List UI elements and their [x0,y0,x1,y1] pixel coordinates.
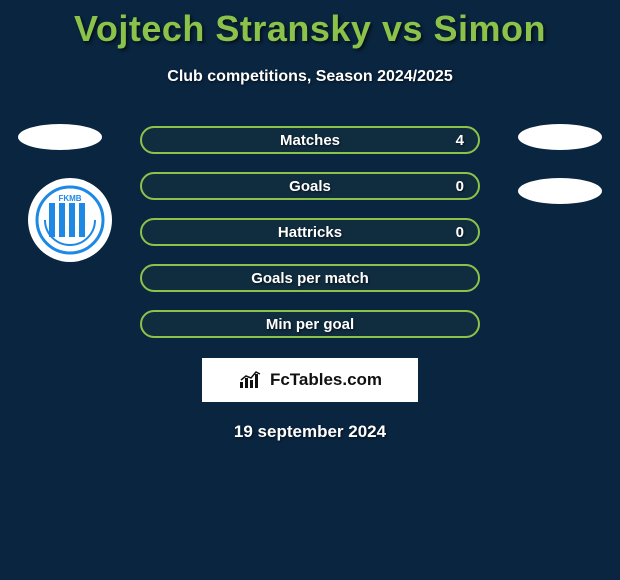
club-left-badge: FKMB [28,178,112,262]
stats-container: Matches 4 Goals 0 Hattricks 0 Goals per … [140,126,480,338]
club-badge-icon: FKMB [35,185,105,255]
stat-label: Min per goal [266,316,354,333]
player-left-avatar [18,124,102,150]
stat-value: 0 [456,224,464,241]
stat-label: Goals per match [251,270,369,287]
svg-text:FKMB: FKMB [58,194,81,203]
brand-chart-icon [238,370,264,390]
brand-text: FcTables.com [270,370,382,390]
stat-row-min-per-goal: Min per goal [140,310,480,338]
club-right-avatar [518,178,602,204]
stat-value: 4 [456,132,464,149]
page-title: Vojtech Stransky vs Simon [0,0,620,50]
stat-row-hattricks: Hattricks 0 [140,218,480,246]
player-right-avatar [518,124,602,150]
brand-box: FcTables.com [202,358,418,402]
stat-label: Hattricks [278,224,342,241]
stat-row-goals: Goals 0 [140,172,480,200]
subtitle: Club competitions, Season 2024/2025 [0,68,620,86]
stat-row-goals-per-match: Goals per match [140,264,480,292]
stat-value: 0 [456,178,464,195]
stat-row-matches: Matches 4 [140,126,480,154]
date-text: 19 september 2024 [0,422,620,442]
stat-label: Goals [289,178,331,195]
stat-label: Matches [280,132,340,149]
